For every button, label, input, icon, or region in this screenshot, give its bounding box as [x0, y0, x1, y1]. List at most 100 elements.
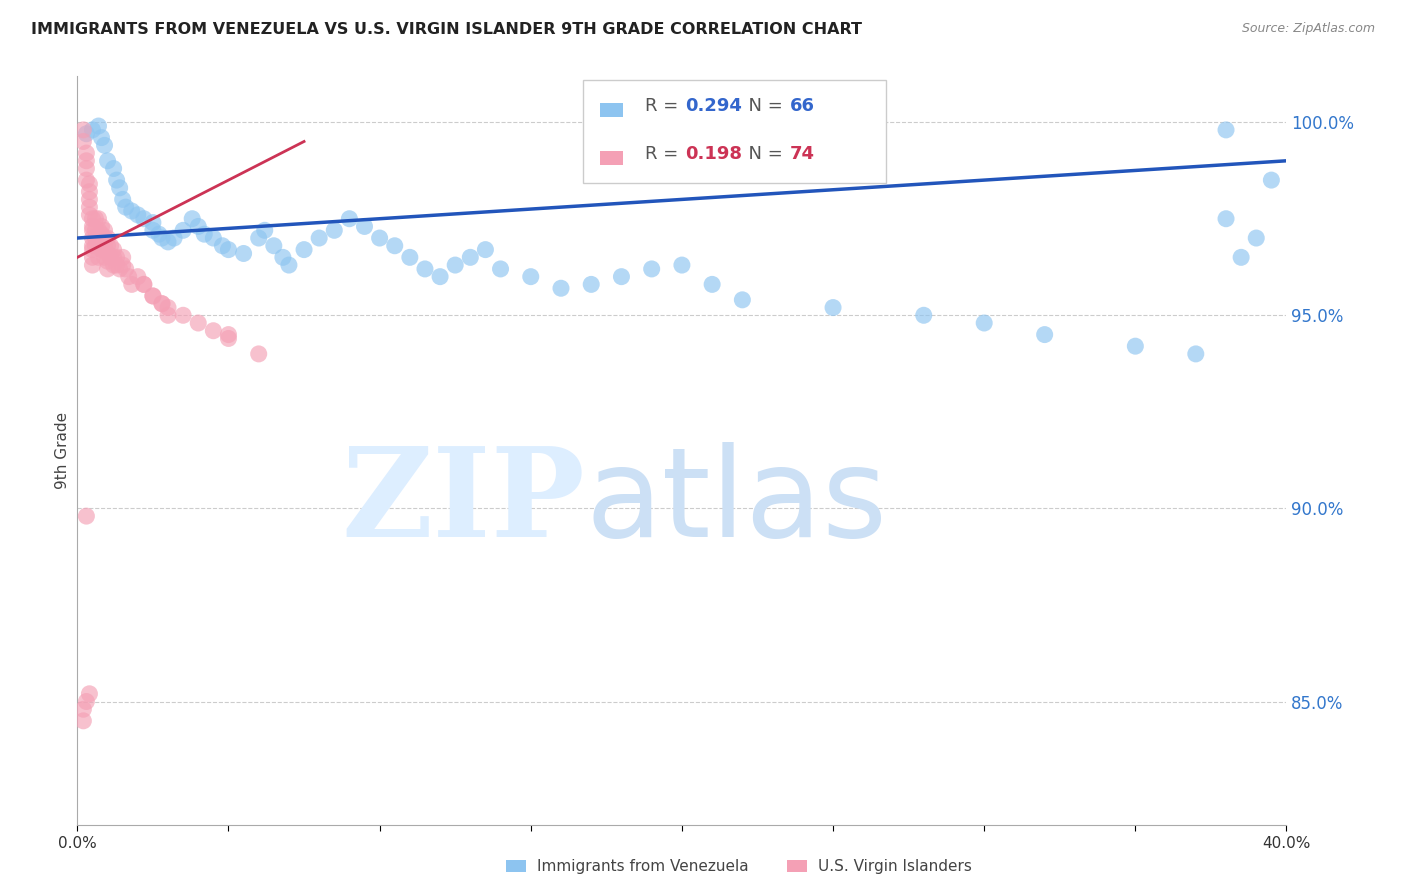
Point — [127, 208, 149, 222]
Point — [132, 277, 155, 292]
Point — [75, 173, 97, 187]
Point — [641, 261, 664, 276]
Point — [75, 161, 97, 176]
Point — [105, 173, 128, 187]
Point — [121, 204, 143, 219]
Point — [114, 261, 136, 276]
Point — [172, 223, 194, 237]
Point — [150, 296, 173, 310]
Point — [90, 130, 112, 145]
Point — [142, 223, 165, 237]
Point — [193, 227, 215, 242]
Point — [157, 235, 180, 249]
Point — [337, 211, 360, 226]
Point — [1184, 347, 1206, 361]
Point — [79, 208, 101, 222]
Point — [87, 223, 110, 237]
Point — [187, 316, 209, 330]
Point — [87, 211, 110, 226]
Text: U.S. Virgin Islanders: U.S. Virgin Islanders — [818, 859, 972, 873]
Point — [232, 246, 254, 260]
Point — [384, 239, 406, 253]
Point — [96, 261, 118, 276]
Point — [79, 177, 101, 191]
Point — [187, 219, 209, 234]
Point — [202, 324, 225, 338]
Point — [353, 219, 375, 234]
Point — [96, 153, 118, 168]
Point — [72, 123, 94, 137]
Point — [550, 281, 572, 295]
Point — [90, 219, 112, 234]
Point — [105, 258, 128, 272]
Point — [458, 251, 481, 265]
Point — [1230, 251, 1253, 265]
Point — [111, 193, 134, 207]
Point — [103, 161, 125, 176]
Point — [87, 251, 110, 265]
Text: 0.294: 0.294 — [685, 97, 741, 115]
Point — [292, 243, 315, 257]
Point — [973, 316, 995, 330]
Point — [581, 277, 603, 292]
Point — [82, 258, 104, 272]
Point — [172, 308, 194, 322]
Point — [82, 223, 104, 237]
Point — [82, 219, 104, 234]
Point — [79, 193, 101, 207]
Point — [93, 223, 115, 237]
Point — [218, 327, 240, 342]
Text: atlas: atlas — [585, 442, 887, 564]
Point — [271, 251, 294, 265]
Point — [96, 254, 118, 268]
Point — [75, 153, 97, 168]
Point — [72, 714, 94, 728]
Point — [93, 251, 115, 265]
Point — [308, 231, 330, 245]
Point — [142, 289, 165, 303]
Point — [82, 231, 104, 245]
Point — [127, 269, 149, 284]
Point — [263, 239, 285, 253]
Point — [82, 251, 104, 265]
Point — [142, 216, 165, 230]
Point — [444, 258, 467, 272]
Point — [671, 258, 693, 272]
Point — [1123, 339, 1146, 353]
Point — [323, 223, 346, 237]
Point — [520, 269, 543, 284]
Point — [103, 258, 125, 272]
Point — [132, 277, 155, 292]
Point — [247, 347, 270, 361]
Point — [79, 687, 101, 701]
Point — [75, 694, 97, 708]
Point — [84, 239, 107, 253]
Text: R =: R = — [645, 145, 685, 163]
Point — [163, 231, 186, 245]
Point — [912, 308, 935, 322]
Point — [96, 231, 118, 245]
Point — [114, 200, 136, 214]
Point — [90, 235, 112, 249]
Text: Source: ZipAtlas.com: Source: ZipAtlas.com — [1241, 22, 1375, 36]
Point — [75, 509, 97, 524]
Point — [821, 301, 844, 315]
Point — [96, 246, 118, 260]
Point — [90, 243, 112, 257]
Point — [72, 135, 94, 149]
Point — [96, 239, 118, 253]
Point — [105, 251, 128, 265]
Point — [1246, 231, 1268, 245]
Text: N =: N = — [737, 97, 789, 115]
Point — [157, 301, 180, 315]
Text: 0.198: 0.198 — [685, 145, 742, 163]
Point — [1033, 327, 1056, 342]
Point — [118, 269, 141, 284]
Point — [79, 185, 101, 199]
Text: ZIP: ZIP — [342, 442, 585, 564]
Point — [103, 251, 125, 265]
Point — [157, 308, 180, 322]
Point — [247, 231, 270, 245]
Point — [731, 293, 754, 307]
Point — [610, 269, 633, 284]
